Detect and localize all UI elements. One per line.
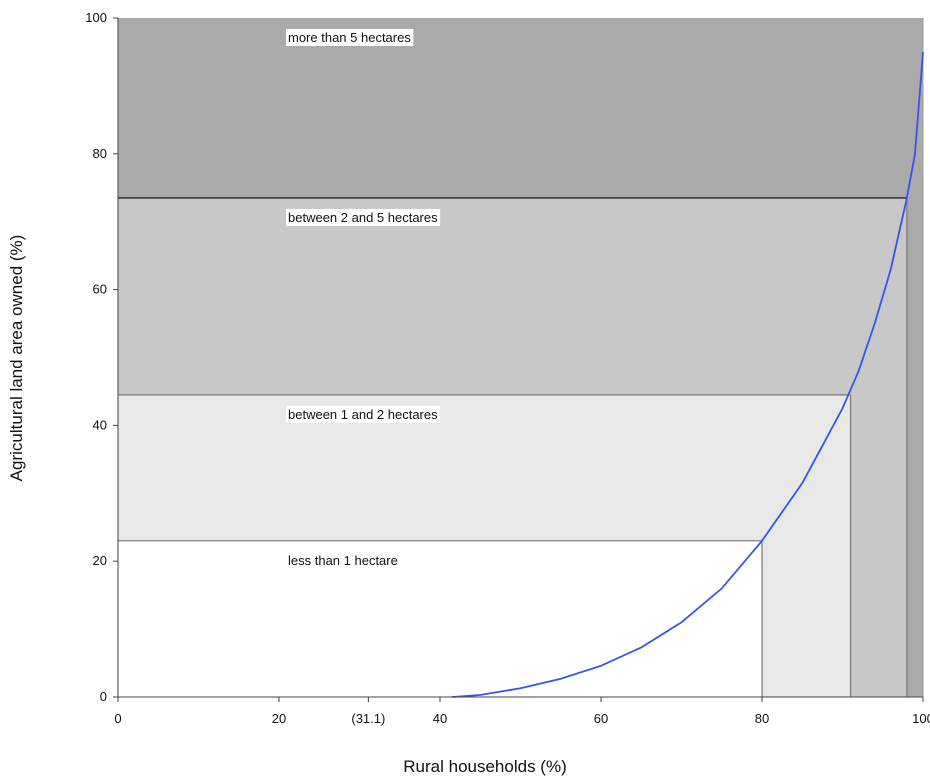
y-tick-label: 100 (85, 10, 107, 25)
band-label-background (286, 405, 441, 423)
band-label-background (286, 551, 400, 569)
band-slab (118, 540, 762, 697)
band-label-background (286, 29, 414, 46)
band-strip (850, 197, 907, 697)
band-labels: less than 1 hectare between 1 and 2 hecta… (286, 29, 441, 569)
curve-layer (452, 51, 924, 698)
x-tick-label: 40 (433, 711, 447, 726)
y-tick-label: 0 (100, 689, 107, 704)
y-tick-label: 60 (93, 282, 107, 297)
band-slab (118, 394, 851, 541)
band-slab (118, 197, 907, 395)
band-label: less than 1 hectare (288, 553, 398, 568)
band-dividers (118, 18, 924, 697)
x-tick-label: 100 (912, 711, 930, 726)
x-tick-label: 80 (755, 711, 769, 726)
lorenz-curve (452, 51, 924, 698)
x-tick-label: (31.1) (351, 711, 385, 726)
band-strip (762, 394, 851, 697)
x-tick-label: 0 (114, 711, 121, 726)
y-ticks: 0 20 40 60 80 100 (85, 10, 118, 704)
y-tick-label: 40 (93, 417, 107, 432)
y-axis-title: Agricultural land area owned (%) (7, 235, 26, 482)
band-label-background (286, 208, 441, 226)
x-ticks: 0 20 (31.1) 40 60 80 100 (114, 697, 930, 726)
land-size-bands (118, 18, 923, 697)
band-label: between 1 and 2 hectares (288, 407, 438, 422)
x-tick-label: 20 (272, 711, 286, 726)
axes (117, 18, 923, 698)
y-tick-label: 80 (93, 146, 107, 161)
x-axis-title: Rural households (%) (403, 757, 566, 776)
band-label: between 2 and 5 hectares (288, 210, 438, 225)
band-label: more than 5 hectares (288, 30, 411, 45)
x-tick-label: 60 (594, 711, 608, 726)
band-slab (118, 18, 923, 198)
y-tick-label: 20 (93, 553, 107, 568)
band-strip (906, 18, 923, 697)
